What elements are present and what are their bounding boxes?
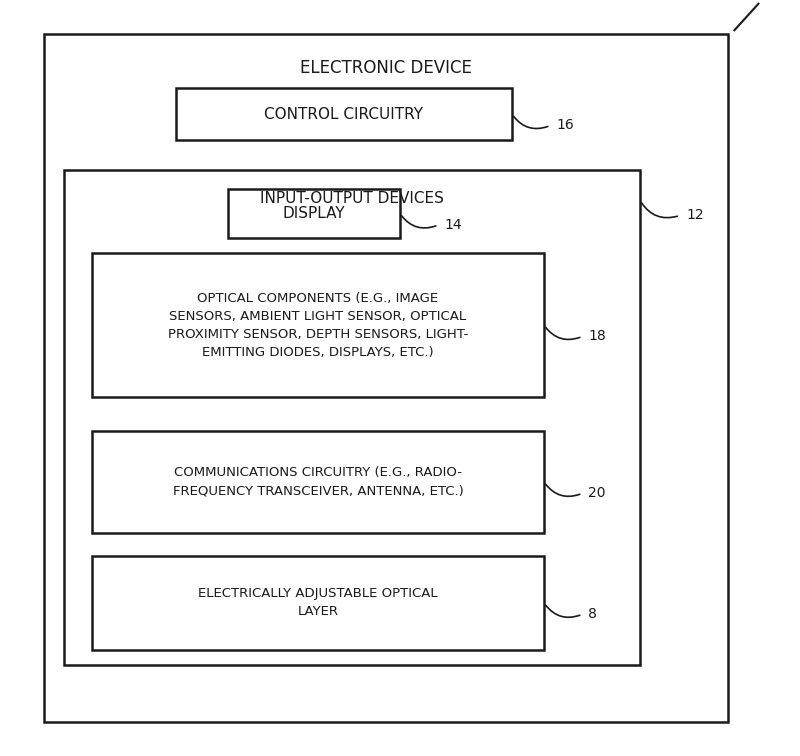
Text: 12: 12 xyxy=(686,209,704,222)
Bar xyxy=(176,88,512,140)
Bar xyxy=(64,170,640,665)
Bar xyxy=(44,34,728,722)
Text: 16: 16 xyxy=(556,119,574,132)
Bar xyxy=(228,189,400,238)
Text: ELECTRONIC DEVICE: ELECTRONIC DEVICE xyxy=(300,59,472,77)
Text: 8: 8 xyxy=(588,607,597,621)
Text: 14: 14 xyxy=(444,218,462,232)
Bar xyxy=(92,556,544,650)
Bar xyxy=(92,431,544,533)
Bar xyxy=(92,253,544,397)
Text: 20: 20 xyxy=(588,486,606,500)
Text: ELECTRICALLY ADJUSTABLE OPTICAL
LAYER: ELECTRICALLY ADJUSTABLE OPTICAL LAYER xyxy=(198,587,438,618)
Text: INPUT-OUTPUT DEVICES: INPUT-OUTPUT DEVICES xyxy=(260,191,444,206)
Text: COMMUNICATIONS CIRCUITRY (E.G., RADIO-
FREQUENCY TRANSCEIVER, ANTENNA, ETC.): COMMUNICATIONS CIRCUITRY (E.G., RADIO- F… xyxy=(173,466,463,497)
Text: 18: 18 xyxy=(588,330,606,343)
Text: OPTICAL COMPONENTS (E.G., IMAGE
SENSORS, AMBIENT LIGHT SENSOR, OPTICAL
PROXIMITY: OPTICAL COMPONENTS (E.G., IMAGE SENSORS,… xyxy=(168,292,468,358)
Text: DISPLAY: DISPLAY xyxy=(282,206,346,221)
Text: CONTROL CIRCUITRY: CONTROL CIRCUITRY xyxy=(265,107,423,122)
